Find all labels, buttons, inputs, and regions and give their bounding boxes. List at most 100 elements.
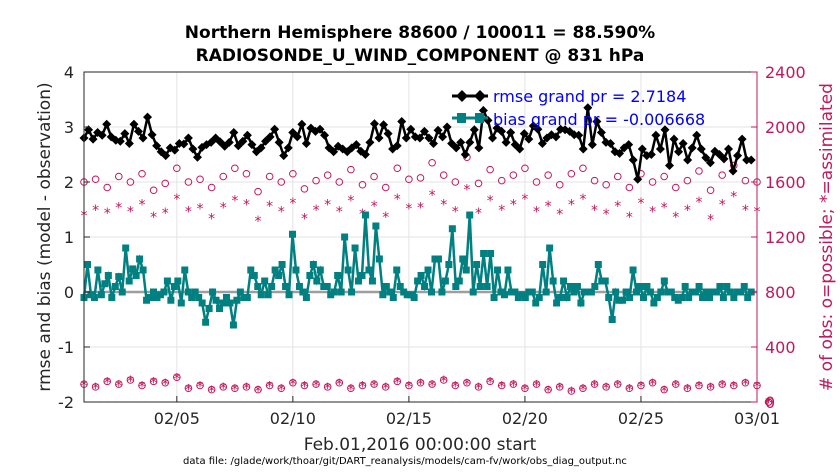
assimilated_low-point: * xyxy=(394,376,401,392)
rmse-point xyxy=(524,134,534,144)
assimilated_low-point: * xyxy=(220,381,227,397)
legend-rmse-marker-2 xyxy=(474,90,486,102)
bias-point xyxy=(452,283,460,290)
bias-point xyxy=(445,261,453,268)
rmse-point xyxy=(487,133,497,143)
bias-point xyxy=(424,266,432,274)
assimilated-point: * xyxy=(672,210,679,226)
assimilated_low-point: * xyxy=(695,380,702,396)
possible-point xyxy=(405,175,413,184)
assimilated-point: * xyxy=(440,198,447,214)
rmse-point xyxy=(320,130,330,140)
data-file-footer: data file: /glade/work/thoar/git/DART_re… xyxy=(183,456,627,467)
possible-point xyxy=(474,179,483,188)
bias-point xyxy=(421,283,429,290)
rmse-point xyxy=(533,124,543,134)
possible_low-point xyxy=(637,381,645,390)
bias-point xyxy=(355,277,363,285)
possible-point xyxy=(393,164,402,173)
assimilated_low-point: * xyxy=(730,380,737,396)
bias-point xyxy=(636,283,644,290)
assimilated_low-point: * xyxy=(765,396,772,412)
assimilated_low-point: * xyxy=(359,380,366,396)
x-tick-label: 02/05 xyxy=(154,409,200,428)
possible_low-point xyxy=(149,377,158,386)
assimilated_low-point: * xyxy=(591,378,598,394)
rmse-point xyxy=(615,148,625,158)
possible-point xyxy=(347,165,355,174)
bias-point xyxy=(705,294,713,301)
bias-point xyxy=(653,294,661,301)
y-left-tick-label: 0 xyxy=(64,283,74,302)
possible_low-point xyxy=(555,383,564,391)
bias-point xyxy=(149,288,157,296)
bias-point xyxy=(643,283,651,290)
rmse-point xyxy=(270,124,280,134)
possible-point xyxy=(486,165,494,174)
bias-point xyxy=(560,277,568,285)
rmse-point xyxy=(683,155,693,165)
possible_low-point xyxy=(590,380,599,388)
rmse-point xyxy=(669,134,679,144)
bias-point xyxy=(487,250,495,257)
assimilated_low-point: * xyxy=(127,374,134,390)
assimilated_low-point: * xyxy=(405,380,412,396)
rmse-point xyxy=(442,122,452,132)
possible-point xyxy=(497,176,506,185)
y-right-tick-label: 1200 xyxy=(765,228,806,247)
x-tick-label: 03/01 xyxy=(734,409,780,428)
bias-point xyxy=(334,272,342,279)
bias-point xyxy=(573,283,581,290)
possible_low-point xyxy=(463,378,471,387)
assimilated-point: * xyxy=(162,206,169,222)
rmse-point xyxy=(124,139,134,148)
possible-point xyxy=(451,178,460,186)
bias-point xyxy=(83,261,91,268)
y-left-tick-label: 4 xyxy=(64,63,74,82)
assimilated_low-point: * xyxy=(440,374,447,390)
possible_low-point xyxy=(138,381,146,390)
bias-point xyxy=(681,283,689,290)
assimilated_low-point: * xyxy=(266,380,273,396)
bias-point xyxy=(122,244,130,252)
possible-point xyxy=(207,183,216,192)
assimilated-point: * xyxy=(150,210,157,226)
possible_low-point xyxy=(242,383,251,391)
bias-point xyxy=(532,299,540,307)
bias-point xyxy=(473,261,481,268)
bias-point xyxy=(723,283,731,290)
rmse-point xyxy=(705,158,715,168)
assimilated-point: * xyxy=(173,192,180,208)
rmse-point xyxy=(383,129,393,139)
x-axis-label: Feb.01,2016 00:00:00 start xyxy=(304,435,537,455)
rmse-point xyxy=(256,143,266,153)
bias-point xyxy=(448,225,456,233)
bias-point xyxy=(313,277,321,285)
legend-bias-label: bias grand pr = -0.006668 xyxy=(493,110,705,129)
possible_low-point xyxy=(370,380,378,388)
possible_low-point xyxy=(393,377,402,386)
bias-point xyxy=(462,266,470,274)
rmse-point xyxy=(401,133,411,143)
rmse-point xyxy=(583,103,593,113)
rmse-point xyxy=(369,119,379,129)
bias-point xyxy=(692,288,700,296)
bias-point xyxy=(737,288,745,296)
y-axis-left: -2 -1 0 1 2 3 4 xyxy=(58,63,90,412)
assimilated-point: * xyxy=(463,182,470,198)
bias-point xyxy=(744,294,752,301)
bias-series xyxy=(80,211,755,329)
bias-point xyxy=(504,266,512,274)
rmse-point xyxy=(351,140,361,150)
possible-point xyxy=(184,178,193,186)
possible-point xyxy=(323,171,332,179)
rmse-point xyxy=(651,130,661,140)
bias-point xyxy=(229,321,237,329)
possible_low-point xyxy=(486,377,494,386)
x-axis: 02/05 02/10 02/15 02/20 02/25 03/01 xyxy=(154,396,780,428)
assimilated-point: * xyxy=(603,207,610,223)
rmse-point xyxy=(292,132,302,142)
rmse-point xyxy=(192,152,202,162)
bias-point xyxy=(455,277,463,285)
rmse-point xyxy=(628,155,638,165)
